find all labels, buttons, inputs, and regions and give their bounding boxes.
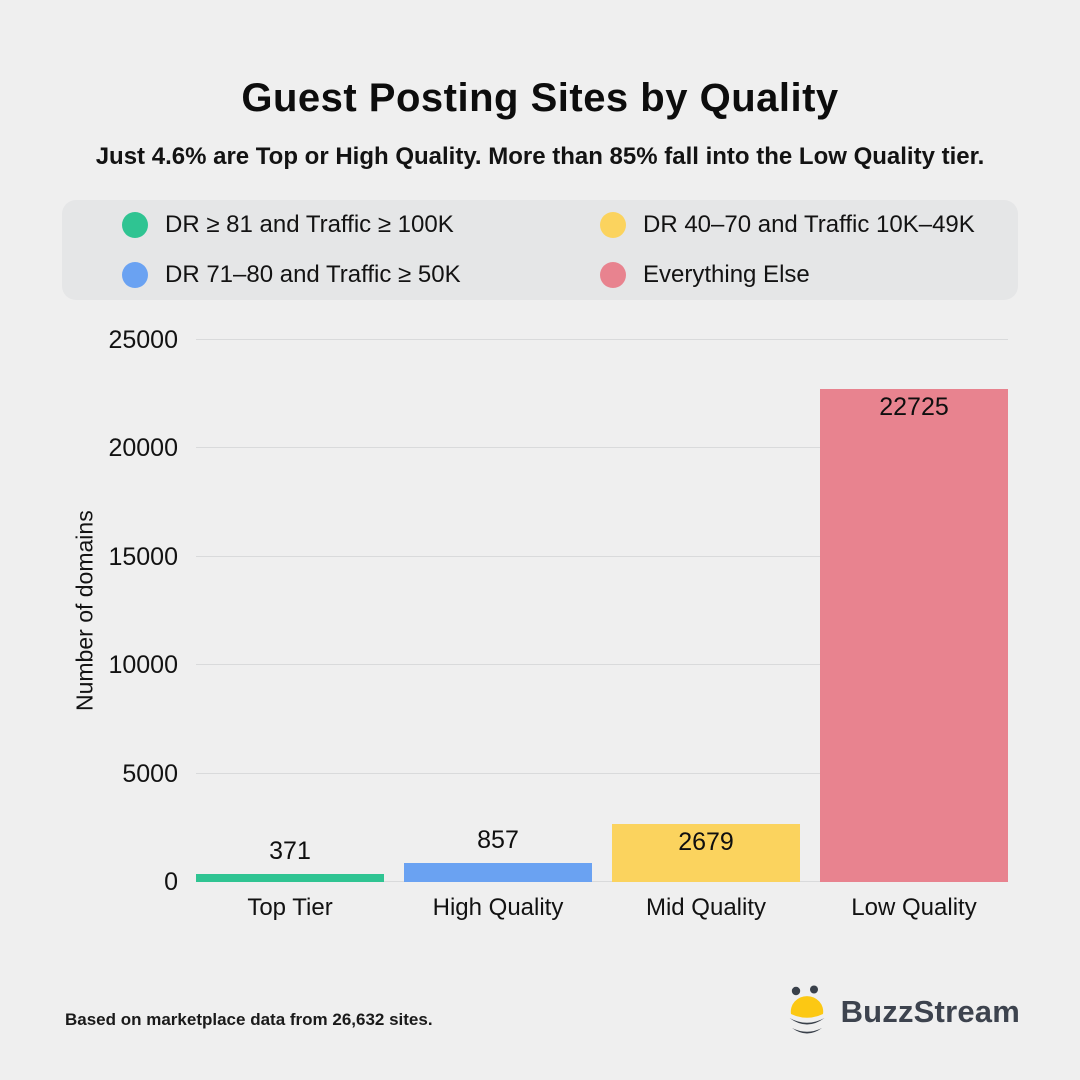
legend-item-high-quality: DR 71–80 and Traffic ≥ 50K (62, 261, 540, 289)
legend-label: DR ≥ 81 and Traffic ≥ 100K (165, 211, 454, 238)
gridline (196, 555, 1008, 557)
bar-high-quality (404, 863, 592, 882)
bar-value-label: 371 (269, 836, 311, 865)
gridline (196, 339, 1008, 340)
legend-item-everything-else: Everything Else (540, 261, 1018, 289)
legend: DR ≥ 81 and Traffic ≥ 100K DR 40–70 and … (62, 200, 1018, 300)
x-tick-label: Mid Quality (645, 894, 767, 921)
chart-plot: 0 5000 10000 15000 20000 25000 371 Top Tier 857 H… (108, 326, 1008, 921)
x-tick-label: Top Tier (247, 894, 333, 921)
y-axis-title: Number of domains (71, 510, 98, 712)
bar-low-quality (820, 389, 1008, 882)
bar-value-label: 22725 (879, 393, 949, 422)
y-tick-label: 0 (164, 868, 178, 896)
y-tick-label: 5000 (122, 759, 178, 788)
y-tick-label: 25000 (108, 326, 178, 354)
legend-dot-pink (600, 262, 626, 288)
y-tick-label: 15000 (108, 542, 178, 571)
gridline (196, 447, 1008, 449)
legend-dot-blue (122, 262, 148, 288)
source-note: Based on marketplace data from 26,632 si… (65, 1010, 433, 1029)
legend-label: DR 71–80 and Traffic ≥ 50K (165, 261, 461, 288)
bee-icon (789, 985, 825, 1034)
gridline (196, 664, 1008, 666)
gridline (196, 881, 1008, 882)
legend-dot-green (122, 212, 148, 238)
legend-item-mid-quality: DR 40–70 and Traffic 10K–49K (540, 211, 1018, 239)
page-subtitle: Just 4.6% are Top or High Quality. More … (95, 143, 985, 170)
brand-logo: BuzzStream (783, 984, 1020, 1040)
x-tick-label: High Quality (432, 894, 564, 921)
legend-label: Everything Else (643, 261, 810, 288)
legend-item-top-tier: DR ≥ 81 and Traffic ≥ 100K (62, 211, 540, 239)
legend-dot-yellow (600, 212, 626, 238)
bar-value-label: 2679 (678, 827, 734, 856)
page-title: Guest Posting Sites by Quality (241, 76, 839, 120)
gridline (196, 772, 1008, 774)
y-tick-label: 10000 (108, 651, 178, 680)
y-tick-label: 20000 (108, 434, 178, 463)
brand-name: BuzzStream (840, 994, 1020, 1029)
x-tick-label: Low Quality (851, 894, 977, 921)
legend-label: DR 40–70 and Traffic 10K–49K (643, 211, 975, 238)
bar-mid-quality (612, 823, 800, 882)
bar-top-tier (196, 873, 384, 882)
bar-value-label: 857 (477, 826, 519, 855)
